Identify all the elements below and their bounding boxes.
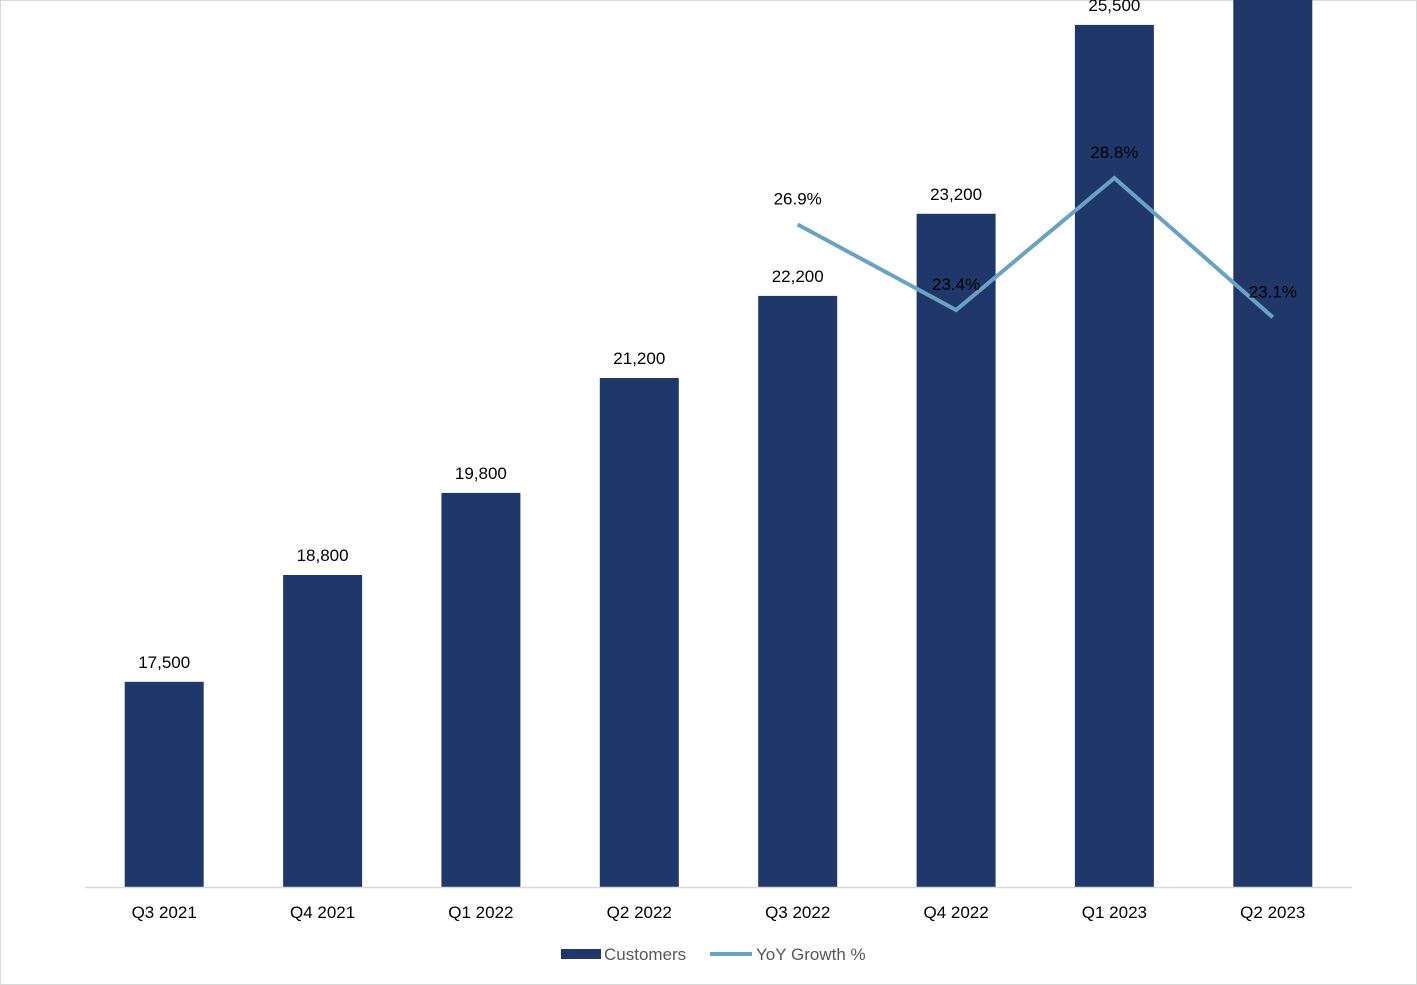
legend-swatch-customers — [561, 949, 601, 959]
x-axis-tick-labels: Q3 2021 Q4 2021 Q1 2022 Q2 2022 Q3 2022 Q4 20… — [132, 903, 1306, 922]
yoy-growth-data-labels: 26.9% 23.4% 28.8% 23.1% — [774, 143, 1297, 301]
x-tick-label: Q1 2023 — [1082, 903, 1147, 922]
yoy-growth-data-label: 28.8% — [1090, 143, 1138, 162]
bar-customers — [124, 681, 204, 888]
yoy-growth-line — [796, 175, 1275, 319]
customers-data-labels: 17,500 18,800 19,800 21,200 22,200 23,200 25,5… — [138, 0, 1140, 672]
x-tick-label: Q4 2022 — [923, 903, 988, 922]
x-tick-label: Q4 2021 — [290, 903, 355, 922]
x-tick-label: Q3 2021 — [132, 903, 197, 922]
bar-customers — [758, 295, 838, 887]
bar-data-label: 18,800 — [297, 546, 349, 565]
bar-customers — [599, 378, 679, 887]
yoy-growth-data-label: 23.1% — [1249, 282, 1297, 301]
x-tick-label: Q1 2022 — [448, 903, 513, 922]
legend-label-yoy-growth: YoY Growth % — [756, 945, 866, 964]
bar-data-label: 19,800 — [455, 464, 507, 483]
yoy-growth-series — [796, 175, 1275, 319]
bar-customers — [1074, 24, 1154, 887]
bar-data-label: 22,200 — [772, 267, 824, 286]
yoy-growth-data-label: 26.9% — [774, 190, 822, 209]
legend-label-customers: Customers — [604, 945, 686, 964]
x-tick-label: Q2 2022 — [607, 903, 672, 922]
bar-customers — [283, 575, 363, 887]
x-tick-label: Q3 2022 — [765, 903, 830, 922]
yoy-growth-data-label: 23.4% — [932, 275, 980, 294]
bar-data-label: 21,200 — [613, 349, 665, 368]
customers-bars — [124, 0, 1313, 888]
bar-data-label: 25,500 — [1088, 0, 1140, 15]
bar-data-label: 17,500 — [138, 653, 190, 672]
bar-customers — [441, 492, 521, 887]
bar-data-label: 23,200 — [930, 185, 982, 204]
bar-customers — [1233, 0, 1313, 887]
bar-customers — [916, 213, 996, 888]
legend: Customers YoY Growth % — [561, 945, 866, 964]
x-tick-label: Q2 2023 — [1240, 903, 1305, 922]
